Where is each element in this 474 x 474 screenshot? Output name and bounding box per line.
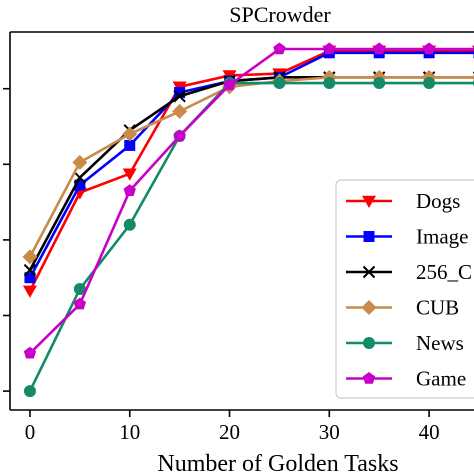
data-point [73,297,87,310]
legend: Dogs Image 256_C CUB News Game [335,179,474,399]
data-point [174,86,186,98]
data-point [22,285,37,298]
data-point [23,385,36,398]
data-point [23,346,37,359]
data-point [22,249,38,265]
data-point [24,272,36,284]
legend-item: Game [346,367,466,391]
legend-label: Game [416,367,466,391]
x-tick-label: 20 [219,420,240,444]
legend-item: Image [346,225,468,249]
x-tick-label: 40 [419,420,440,444]
data-point [373,42,386,55]
legend-item: News [346,331,464,355]
data-point [273,77,286,90]
series-line [29,47,474,355]
legend-label: Image [416,225,468,249]
legend-label: CUB [416,296,459,320]
legend-label: Dogs [416,189,460,213]
data-point [123,184,136,197]
legend-item: 256_C [346,260,472,284]
data-point [273,42,286,55]
legend-label: 256_C [416,260,472,284]
data-point [173,129,186,142]
data-point [124,139,136,151]
data-point [172,103,188,119]
data-point [122,126,138,142]
series-game [23,42,474,359]
data-point [223,78,236,91]
x-marker-stroke [173,90,186,103]
x-tick-label: 10 [119,420,140,444]
data-point [323,42,336,55]
data-point [23,263,37,277]
chart-title: SPCrowder [229,2,331,27]
legend-marker [363,337,375,349]
data-point [323,77,336,90]
plot-area: 0 10 20 30 40 Dogs Image 256_C CUB News Game [3,31,474,444]
x-marker-stroke [362,265,376,279]
data-point [173,90,186,103]
x-marker-stroke [73,171,87,184]
legend-marker [362,372,376,384]
data-point [123,218,136,231]
data-point [122,168,137,181]
data-point [373,77,386,90]
legend-marker [363,231,375,242]
data-point [423,77,436,90]
x-axis-label: Number of Golden Tasks [157,451,398,474]
data-point [73,171,87,184]
series-line [28,81,474,392]
x-marker-stroke [23,263,37,277]
legend-item: CUB [346,296,459,320]
data-point [422,42,436,55]
legend-marker [361,300,377,315]
data-point [72,154,88,170]
data-point [471,74,474,80]
x-tick-label: 30 [319,420,340,444]
legend-item: Dogs [346,189,460,213]
data-point [73,283,86,296]
legend-marker [362,265,376,279]
legend-label: News [416,331,464,355]
x-tick-label: 0 [25,420,36,444]
data-point [74,179,86,191]
legend-marker [362,195,376,208]
series-line [28,49,474,292]
